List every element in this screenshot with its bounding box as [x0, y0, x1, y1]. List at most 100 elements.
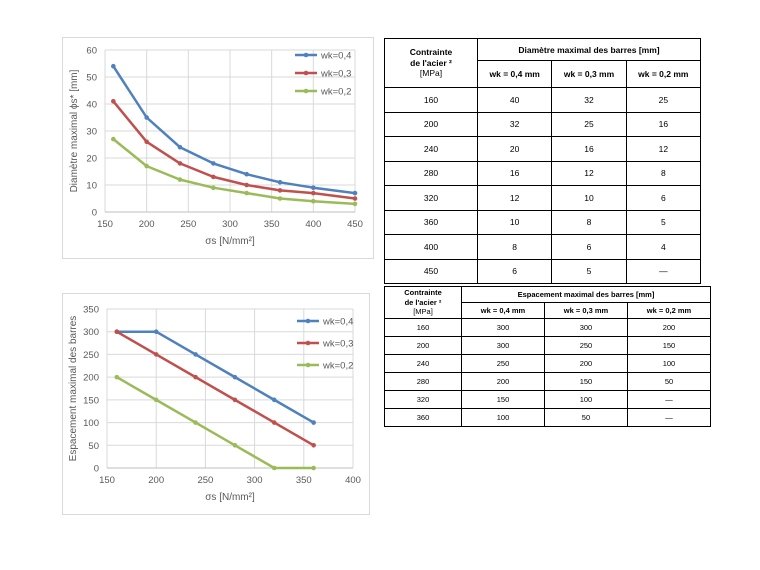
stress-header-line2: de l'acier ² [410, 57, 452, 68]
y-tick-label: 60 [86, 46, 97, 57]
value-cell: 200 [626, 318, 712, 337]
y-tick-label: 50 [86, 73, 97, 84]
data-point [352, 196, 358, 201]
value-cell: 200 [543, 354, 628, 373]
stress-cell: 280 [384, 372, 462, 391]
value-cell: 200 [461, 372, 545, 391]
value-cell: 25 [551, 111, 627, 137]
subheader-wk02: wk = 0,2 mm [625, 60, 702, 88]
value-cell: 10 [476, 209, 553, 235]
stress-cell: 160 [384, 87, 478, 113]
x-axis-label: σs [N/mm²] [205, 236, 255, 247]
value-cell: 5 [551, 258, 627, 284]
x-axis-label: σs [N/mm²] [205, 492, 255, 503]
data-point [232, 397, 238, 403]
data-point [277, 188, 283, 193]
value-cell: 250 [461, 354, 545, 373]
data-point [271, 420, 277, 425]
data-point [244, 171, 249, 177]
stress-cell: 200 [384, 336, 462, 355]
group-header: Diamètre maximal des barres [mm] [477, 38, 701, 61]
legend-marker [305, 340, 311, 346]
legend-label: wk=0,4 [322, 317, 353, 328]
series-line [112, 65, 356, 195]
data-point [153, 329, 159, 335]
data-point [277, 180, 283, 185]
value-cell: 5 [625, 209, 702, 235]
table-row: 280 16 12 8 [384, 160, 702, 186]
value-cell: 4 [625, 234, 702, 260]
diameter-chart-svg: 0 10 20 30 40 50 60 150 200 250 300 350 400 450 wk=0,4… [69, 46, 363, 248]
legend-marker [305, 362, 311, 368]
data-point [311, 442, 316, 448]
legend-label: wk=0,3 [322, 339, 353, 350]
y-tick-label: 40 [86, 100, 97, 111]
y-tick-label: 30 [86, 127, 97, 138]
x-tick-label: 350 [264, 219, 280, 230]
table-row: 160 300 300 200 [384, 318, 712, 337]
value-cell: 10 [551, 185, 627, 211]
x-tick-label: 300 [222, 219, 238, 230]
stress-header-unit: [MPa] [413, 307, 433, 317]
y-tick-label: 200 [83, 373, 99, 384]
y-tick-label: 250 [83, 350, 99, 361]
subheader-wk04: wk = 0,4 mm [461, 302, 545, 319]
value-cell: 16 [476, 160, 553, 186]
table-row: 240 250 200 100 [384, 354, 712, 373]
legend-marker [303, 70, 309, 76]
spacing-chart: 0 50 100 150 200 250 300 350 150 200 250 300 350 400 w… [62, 293, 370, 515]
value-cell: 150 [626, 336, 712, 355]
value-cell: 250 [543, 336, 628, 355]
value-cell: 6 [551, 234, 627, 260]
data-point [311, 190, 316, 196]
data-point [177, 177, 183, 182]
diameter-table: Contrainte de l'acier ² [MPa] Diamètre m… [384, 38, 702, 284]
y-tick-label: 20 [86, 154, 97, 165]
data-point [114, 374, 120, 380]
y-tick-label: 100 [83, 418, 99, 429]
table-row: 160 40 32 25 [384, 87, 702, 113]
legend-label: wk=0,2 [320, 87, 351, 98]
value-cell: 6 [625, 185, 702, 211]
value-cell: 20 [476, 136, 553, 162]
stress-header-line1: Contrainte [404, 288, 442, 298]
data-point [211, 185, 216, 190]
value-cell: 8 [625, 160, 702, 186]
table-row: 360 10 8 5 [384, 209, 702, 235]
value-cell: 32 [551, 87, 627, 113]
legend-marker [303, 52, 309, 58]
x-tick-label: 250 [180, 219, 196, 230]
x-tick-label: 400 [345, 475, 361, 486]
data-point [144, 139, 149, 145]
value-cell: 8 [551, 209, 627, 235]
value-cell: 50 [543, 408, 628, 427]
y-tick-label: 0 [92, 208, 97, 219]
value-cell: 100 [461, 408, 545, 427]
subheader-wk03: wk = 0,3 mm [551, 60, 627, 88]
table-row: 200 32 25 16 [384, 111, 702, 137]
table-row: 280 200 150 50 [384, 372, 712, 391]
stress-column-header: Contrainte de l'acier ² [MPa] [384, 38, 478, 88]
data-point [211, 174, 216, 180]
data-point [111, 99, 116, 104]
stress-cell: 400 [384, 234, 478, 260]
y-axis-label: Diamètre maximal ϕs* [mm] [69, 69, 80, 192]
spacing-chart-svg: 0 50 100 150 200 250 300 350 150 200 250 300 350 400 w… [68, 305, 361, 504]
legend-marker [303, 88, 309, 94]
data-point [311, 465, 316, 471]
legend-marker [305, 318, 311, 324]
y-tick-label: 150 [83, 395, 99, 406]
spacing-table: Contrainte de l'acier ² [MPa] Espacement… [384, 286, 712, 427]
table-row: 360 100 50— [384, 408, 712, 427]
diameter-table-body: 160 40 32 25 200 32 25 16 240 20 16 12 280 16 12 8 320 12… [384, 87, 702, 284]
data-point [244, 190, 249, 196]
x-tick-label: 450 [347, 219, 363, 230]
stress-cell: 450 [384, 258, 478, 284]
data-point [114, 329, 120, 335]
table-row: 320 150 100— [384, 390, 712, 409]
table-row: 450 6 5— [384, 258, 702, 284]
legend-label: wk=0,2 [322, 361, 353, 372]
x-tick-label: 200 [139, 219, 155, 230]
x-tick-label: 150 [99, 475, 115, 486]
subheader-wk03: wk = 0,3 mm [543, 302, 628, 319]
